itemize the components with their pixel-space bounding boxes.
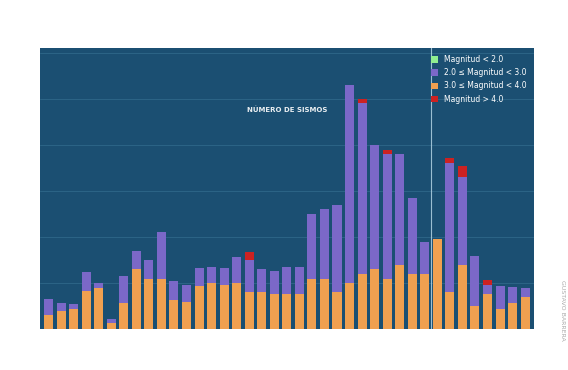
Bar: [257, 269, 266, 292]
Bar: [245, 252, 254, 260]
Bar: [157, 232, 166, 279]
Bar: [69, 305, 78, 309]
Bar: [132, 251, 141, 269]
Text: Movimientos sísmicos agrupados por fecha y magnitud: Movimientos sísmicos agrupados por fecha…: [6, 16, 462, 32]
Bar: [307, 279, 316, 329]
Bar: [282, 267, 291, 294]
Bar: [345, 85, 354, 283]
Text: NÚMERO DE SISMOS: NÚMERO DE SISMOS: [247, 107, 327, 113]
Bar: [94, 283, 103, 288]
Bar: [383, 149, 392, 154]
Bar: [420, 274, 429, 329]
Bar: [282, 294, 291, 329]
Bar: [445, 292, 454, 329]
Bar: [207, 283, 216, 329]
Bar: [358, 99, 366, 104]
Bar: [295, 267, 304, 294]
Bar: [57, 311, 65, 329]
Bar: [94, 288, 103, 329]
Bar: [332, 205, 341, 292]
Bar: [345, 283, 354, 329]
Bar: [458, 177, 467, 265]
Bar: [295, 294, 304, 329]
Bar: [445, 163, 454, 292]
Bar: [220, 285, 229, 329]
Bar: [220, 269, 229, 285]
Bar: [470, 256, 479, 306]
Bar: [69, 309, 78, 329]
Bar: [495, 309, 504, 329]
Bar: [370, 145, 379, 269]
Bar: [458, 166, 467, 177]
Bar: [182, 302, 191, 329]
Bar: [483, 294, 492, 329]
Bar: [307, 214, 316, 279]
Bar: [320, 209, 329, 279]
Bar: [470, 306, 479, 329]
Bar: [194, 286, 203, 329]
Bar: [395, 265, 404, 329]
Bar: [358, 104, 366, 274]
Bar: [119, 303, 128, 329]
Bar: [408, 198, 417, 274]
Bar: [420, 242, 429, 274]
Legend: Magnitud < 2.0, 2.0 ≤ Magnitud < 3.0, 3.0 ≤ Magnitud < 4.0, Magnitud > 4.0: Magnitud < 2.0, 2.0 ≤ Magnitud < 3.0, 3.…: [428, 52, 530, 107]
Bar: [182, 285, 191, 302]
Bar: [157, 279, 166, 329]
Bar: [107, 323, 116, 329]
Bar: [107, 319, 116, 323]
Bar: [132, 269, 141, 329]
Bar: [194, 268, 203, 286]
Bar: [169, 300, 178, 329]
Bar: [144, 260, 153, 279]
Bar: [245, 292, 254, 329]
Bar: [508, 287, 517, 303]
Bar: [257, 292, 266, 329]
Bar: [495, 286, 504, 309]
Bar: [82, 272, 91, 290]
Bar: [521, 297, 529, 329]
Bar: [358, 274, 366, 329]
Bar: [370, 269, 379, 329]
Bar: [395, 154, 404, 265]
Bar: [232, 258, 241, 283]
Bar: [119, 276, 128, 303]
Bar: [207, 267, 216, 283]
Bar: [445, 158, 454, 163]
Bar: [332, 292, 341, 329]
Bar: [483, 285, 492, 294]
Bar: [508, 303, 517, 329]
Bar: [521, 288, 529, 297]
Bar: [433, 239, 442, 329]
Bar: [57, 303, 65, 311]
Bar: [383, 154, 392, 279]
Bar: [44, 316, 53, 329]
Bar: [232, 283, 241, 329]
Bar: [270, 294, 279, 329]
Bar: [270, 271, 279, 294]
Bar: [82, 290, 91, 329]
Text: GUSTAVO BARRERA: GUSTAVO BARRERA: [560, 280, 565, 340]
Bar: [320, 279, 329, 329]
Bar: [408, 274, 417, 329]
Bar: [483, 280, 492, 285]
Bar: [245, 260, 254, 292]
Bar: [44, 299, 53, 316]
Bar: [383, 279, 392, 329]
Bar: [144, 279, 153, 329]
Bar: [169, 281, 178, 300]
Bar: [458, 265, 467, 329]
